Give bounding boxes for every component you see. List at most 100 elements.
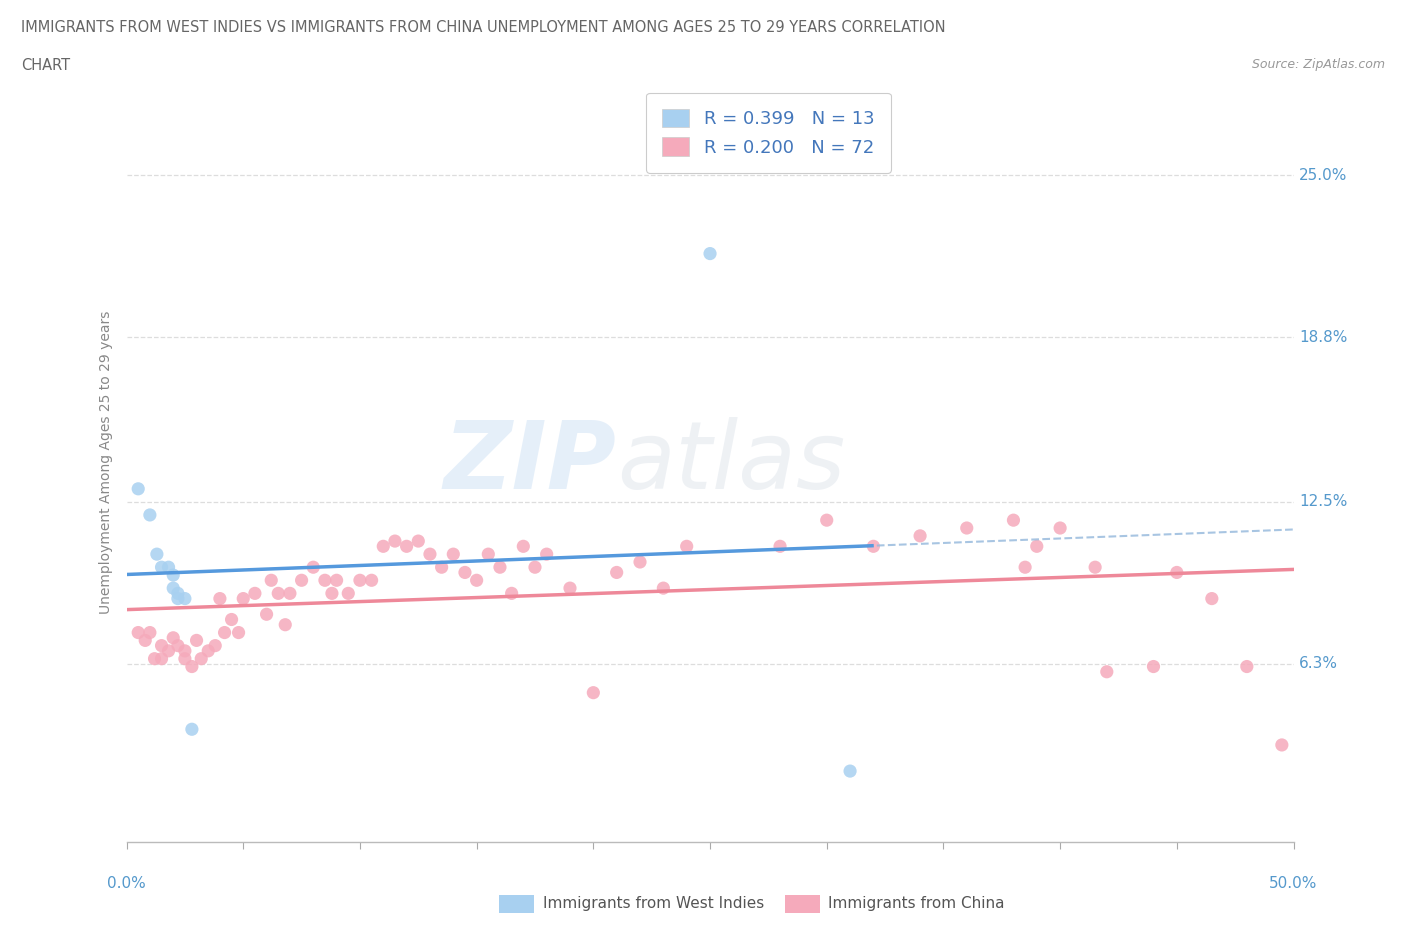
Text: IMMIGRANTS FROM WEST INDIES VS IMMIGRANTS FROM CHINA UNEMPLOYMENT AMONG AGES 25 : IMMIGRANTS FROM WEST INDIES VS IMMIGRANT… bbox=[21, 20, 946, 35]
Point bbox=[228, 625, 250, 640]
Point bbox=[582, 685, 605, 700]
Point bbox=[278, 586, 301, 601]
Point bbox=[675, 538, 697, 553]
Point bbox=[232, 591, 254, 606]
Point bbox=[1084, 560, 1107, 575]
Point bbox=[134, 633, 156, 648]
Text: 6.3%: 6.3% bbox=[1299, 657, 1339, 671]
Point bbox=[1201, 591, 1223, 606]
Point bbox=[862, 538, 884, 553]
Point bbox=[337, 586, 360, 601]
Point bbox=[174, 591, 197, 606]
Text: 18.8%: 18.8% bbox=[1299, 330, 1348, 345]
Point bbox=[349, 573, 371, 588]
Point bbox=[174, 644, 197, 658]
Point bbox=[1049, 521, 1071, 536]
Point bbox=[167, 638, 190, 653]
Point bbox=[204, 638, 226, 653]
Point bbox=[274, 618, 297, 632]
Point bbox=[558, 580, 581, 595]
Text: Immigrants from China: Immigrants from China bbox=[828, 897, 1005, 911]
Point bbox=[150, 651, 173, 666]
Point bbox=[477, 547, 499, 562]
Point bbox=[606, 565, 628, 580]
Point bbox=[186, 633, 208, 648]
Point bbox=[408, 534, 430, 549]
Point bbox=[267, 586, 290, 601]
Point bbox=[302, 560, 325, 575]
Point bbox=[162, 567, 184, 582]
Point bbox=[430, 560, 453, 575]
Point bbox=[1014, 560, 1036, 575]
Point bbox=[167, 591, 190, 606]
Text: ZIP: ZIP bbox=[444, 417, 617, 509]
Text: atlas: atlas bbox=[617, 418, 845, 508]
Text: 50.0%: 50.0% bbox=[1270, 876, 1317, 891]
Point bbox=[523, 560, 546, 575]
Point bbox=[325, 573, 347, 588]
Text: 12.5%: 12.5% bbox=[1299, 495, 1348, 510]
Point bbox=[260, 573, 283, 588]
Point bbox=[489, 560, 512, 575]
Point bbox=[162, 580, 184, 595]
Point bbox=[360, 573, 382, 588]
Point bbox=[512, 538, 534, 553]
Point bbox=[139, 508, 162, 523]
Point bbox=[501, 586, 523, 601]
Point bbox=[162, 631, 184, 645]
Text: Immigrants from West Indies: Immigrants from West Indies bbox=[543, 897, 763, 911]
Point bbox=[373, 538, 395, 553]
Point bbox=[127, 625, 149, 640]
Point bbox=[243, 586, 266, 601]
Point bbox=[441, 547, 464, 562]
Point bbox=[143, 651, 166, 666]
Point bbox=[956, 521, 979, 536]
Point bbox=[180, 659, 202, 674]
Legend: R = 0.399   N = 13, R = 0.200   N = 72: R = 0.399 N = 13, R = 0.200 N = 72 bbox=[645, 93, 891, 173]
Point bbox=[815, 512, 838, 527]
Text: 0.0%: 0.0% bbox=[107, 876, 146, 891]
Point bbox=[1142, 659, 1164, 674]
Point bbox=[214, 625, 236, 640]
Point bbox=[127, 482, 149, 497]
Point bbox=[465, 573, 488, 588]
Point bbox=[146, 547, 169, 562]
Point bbox=[1166, 565, 1188, 580]
Point bbox=[1271, 737, 1294, 752]
Point bbox=[839, 764, 862, 778]
Point bbox=[157, 644, 180, 658]
Point bbox=[197, 644, 219, 658]
Point bbox=[1025, 538, 1047, 553]
Point bbox=[628, 554, 651, 569]
Point bbox=[536, 547, 558, 562]
Point bbox=[321, 586, 343, 601]
Point bbox=[384, 534, 406, 549]
Y-axis label: Unemployment Among Ages 25 to 29 years: Unemployment Among Ages 25 to 29 years bbox=[98, 311, 112, 615]
Point bbox=[1095, 664, 1118, 679]
Point bbox=[1002, 512, 1025, 527]
Point bbox=[256, 607, 278, 622]
Point bbox=[454, 565, 477, 580]
Point bbox=[208, 591, 231, 606]
Text: 25.0%: 25.0% bbox=[1299, 167, 1348, 182]
Point bbox=[652, 580, 675, 595]
Point bbox=[769, 538, 792, 553]
Point bbox=[167, 586, 190, 601]
Point bbox=[150, 638, 173, 653]
Point bbox=[290, 573, 312, 588]
Point bbox=[139, 625, 162, 640]
Point bbox=[150, 560, 173, 575]
Text: Source: ZipAtlas.com: Source: ZipAtlas.com bbox=[1251, 58, 1385, 71]
Point bbox=[221, 612, 243, 627]
Point bbox=[699, 246, 721, 261]
Point bbox=[180, 722, 202, 737]
Point bbox=[908, 528, 931, 543]
Point bbox=[1236, 659, 1258, 674]
Point bbox=[419, 547, 441, 562]
Point bbox=[157, 560, 180, 575]
Point bbox=[314, 573, 336, 588]
Point bbox=[395, 538, 418, 553]
Text: CHART: CHART bbox=[21, 58, 70, 73]
Point bbox=[190, 651, 212, 666]
Point bbox=[174, 651, 197, 666]
